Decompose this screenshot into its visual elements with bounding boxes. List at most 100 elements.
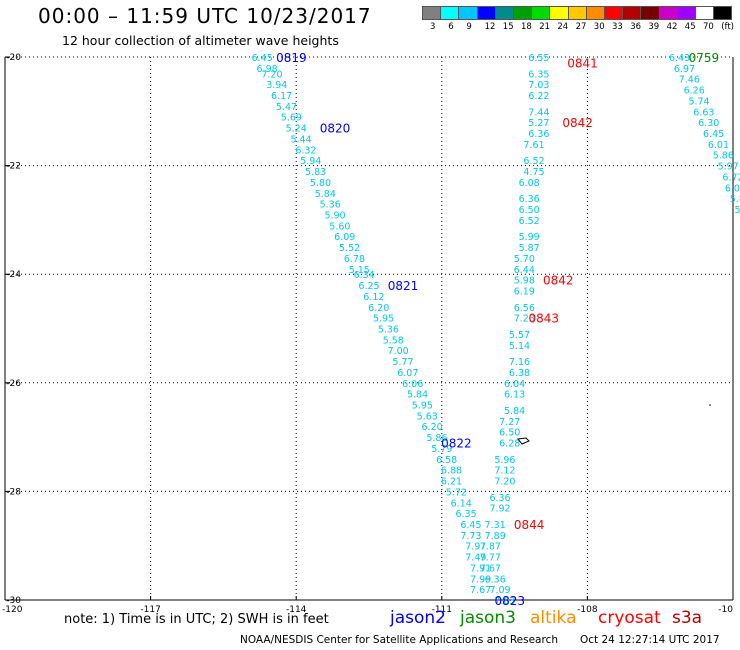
wave-height-point: 5.36 (320, 200, 341, 211)
wave-height-point: 5.84 (504, 406, 525, 417)
wave-height-point: 4.75 (523, 167, 544, 178)
wave-height-point: 7.99 (470, 574, 491, 585)
pass-labels: 0819 0820 0821 0822 0823 0841 0842 0842 0843 0844… (276, 51, 719, 608)
wave-height-point: 6.52 (519, 216, 540, 227)
wave-height-point: 6.45 (460, 520, 481, 531)
wave-height-point: 6.72 (722, 172, 740, 183)
scale-label: 21 (539, 22, 551, 32)
wave-height-point: 6.09 (334, 232, 355, 243)
scale-label: 70 (703, 22, 714, 32)
grid (4, 56, 734, 601)
credit-text: NOAA/NESDIS Center for Satellite Applica… (240, 634, 558, 646)
wave-height-point: 5.94 (300, 156, 321, 167)
y-tick-label: -22 (6, 162, 21, 172)
scale-label: (ft) (721, 22, 734, 32)
wave-height-point: 5.27 (528, 118, 549, 129)
wave-height-point: 7.67 (480, 563, 501, 574)
wave-height-point: 6.98 (257, 64, 278, 75)
scale-label: 27 (575, 22, 587, 32)
wave-height-point: 7.44 (528, 107, 549, 118)
wave-height-point: 5.79 (431, 444, 452, 455)
wave-height-point: 5.15 (349, 265, 370, 276)
scale-label: 45 (684, 22, 696, 32)
wave-height-point: 6.26 (684, 86, 705, 97)
wave-height-point: 6.36 (519, 194, 540, 205)
wave-height-point: 6.43 (669, 53, 690, 64)
wave-height-point: 6.78 (344, 254, 365, 265)
y-tick-label: -26 (6, 379, 21, 389)
wave-height-point: 3.94 (266, 80, 287, 91)
pass-time-label: 0842 (562, 116, 593, 130)
wave-height-point: 5.74 (688, 96, 709, 107)
wave-height-point: 6.45 (252, 53, 273, 64)
wave-height-point: 6.13 (504, 390, 525, 401)
wave-height-point: 7.20 (261, 69, 282, 80)
wave-height-point: 5.14 (509, 341, 530, 352)
wave-height-point: 5.69 (281, 113, 302, 124)
wave-height-point: 7.16 (509, 357, 530, 368)
wave-height-point: 6.97 (674, 64, 695, 75)
x-tick-label: -10 (718, 605, 733, 615)
wave-height-point: 6.36 (528, 129, 549, 140)
wave-height-point: 6.22 (528, 91, 549, 102)
wave-height-point: 5.47 (276, 102, 297, 113)
wave-height-point: 6.20 (422, 422, 443, 433)
pass-time-label: 0843 (528, 312, 559, 326)
wave-height-point: 6.50 (519, 205, 540, 216)
y-tick-label: -30 (6, 596, 21, 606)
wave-height-point: 5.87 (519, 243, 540, 254)
scale-label: 12 (484, 22, 496, 32)
wave-height-point: 7.61 (523, 140, 544, 151)
scale-label: 39 (648, 22, 660, 32)
wave-height-point: 6.25 (358, 281, 379, 292)
data-points: 6.456.987.203.946.175.475.695.245.446.32… (252, 53, 740, 607)
page-title: 00:00 – 11:59 UTC 10/23/2017 (38, 4, 372, 28)
wave-height-point: 7.92 (489, 504, 510, 515)
wave-height-point: 6.21 (441, 477, 462, 488)
wave-height-point: 6.28 (499, 439, 520, 450)
scale-label: 6 (448, 22, 454, 32)
wave-height-point: 6.35 (455, 509, 476, 520)
wave-height-point: 6.32 (295, 145, 316, 156)
pass-time-label: 0844 (514, 518, 545, 532)
scale-label: 33 (612, 22, 623, 32)
wave-height-point: 5.60 (329, 221, 350, 232)
wave-height-point: 7.23 (514, 314, 535, 325)
pass-time-label: 0821 (388, 279, 419, 293)
wave-height-point: 6.06 (402, 379, 423, 390)
wave-height-point: 5.96 (494, 455, 515, 466)
wave-height-point: 6.01 (708, 140, 729, 151)
wave-height-point: 5.84 (315, 189, 336, 200)
wave-height-point: 6.04 (725, 183, 740, 194)
wave-height-point: 5.70 (514, 254, 535, 265)
wave-height-point: 7.46 (679, 75, 700, 86)
wave-height-point: 6.45 (703, 129, 724, 140)
wave-height-point: 7.73 (460, 531, 481, 542)
scale-label: 24 (557, 22, 569, 32)
legend-s3a: s3a (672, 608, 703, 628)
wave-height-point: 6.14 (451, 498, 472, 509)
wave-height-point: 6.04 (504, 379, 525, 390)
wave-height-point: 7.77 (480, 553, 501, 564)
scale-label: 36 (630, 22, 642, 32)
wave-height-point: 6.19 (514, 286, 535, 297)
y-tick-label: -28 (6, 487, 21, 497)
wave-height-point: 6.63 (693, 107, 714, 118)
scale-label: 30 (593, 22, 605, 32)
wave-height-point: 6.50 (499, 428, 520, 439)
scale-swatch (713, 6, 733, 20)
x-tick-label: -108 (577, 605, 598, 615)
pass-time-label: 0820 (320, 122, 351, 136)
legend-jason2: jason2 (390, 608, 446, 628)
wave-height-point: 6.20 (368, 303, 389, 314)
wave-height-point: 7.03 (494, 596, 515, 607)
plot-frame (4, 56, 734, 601)
pass-time-label: 0822 (441, 437, 472, 451)
wave-height-point: 5.57 (509, 330, 530, 341)
wave-height-point: 6.36 (485, 574, 506, 585)
wave-height-point: 6.38 (509, 368, 530, 379)
scale-label: 15 (502, 22, 514, 32)
wave-height-point: 7.09 (489, 585, 510, 596)
pass-time-label: 0842 (543, 274, 574, 288)
